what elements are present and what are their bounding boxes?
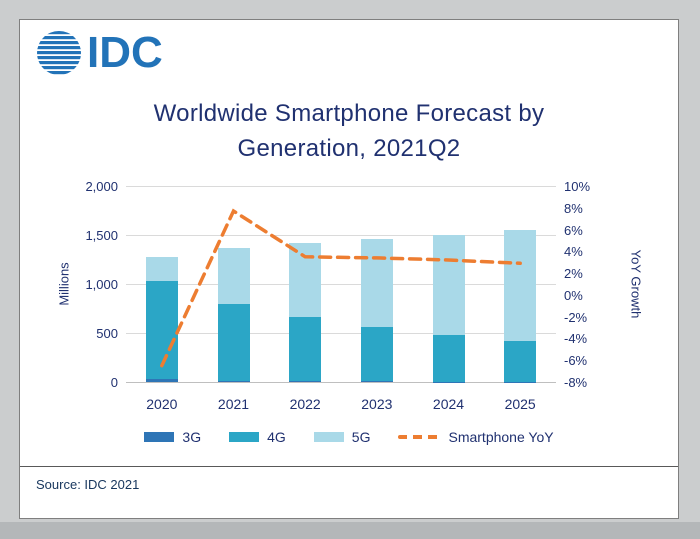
chart-title-line2: Generation, 2021Q2	[237, 135, 461, 162]
bar-5g-2020	[145, 256, 178, 282]
bar-4g-2021	[217, 303, 250, 381]
legend-item-3g: 3G	[144, 429, 201, 445]
left-axis-tick: 1,000	[85, 277, 118, 292]
x-axis-label-2020: 2020	[146, 396, 178, 412]
gridline	[126, 235, 556, 236]
left-axis-tick: 2,000	[85, 179, 118, 194]
right-axis-tick: 0%	[564, 287, 583, 303]
right-axis-title: YoY Growth	[628, 249, 644, 319]
bar-3g-2023	[360, 381, 393, 382]
bar-5g-2025	[504, 230, 537, 342]
legend-label: 3G	[182, 429, 202, 445]
legend-label: 4G	[267, 429, 286, 445]
right-axis-tick: -8%	[564, 375, 588, 390]
chart-title-line1: Worldwide Smartphone Forecast by	[153, 100, 545, 127]
bar-3g-2021	[217, 380, 250, 382]
bar-4g-2022	[289, 317, 322, 381]
x-axis-label-2024: 2024	[432, 396, 465, 412]
yoy-line-layer	[160, 208, 522, 368]
right-axis-tick: -6%	[564, 353, 588, 369]
idc-logo: IDC	[36, 30, 678, 76]
left-axis-tick: 0	[110, 375, 118, 390]
bar-4g-2023	[360, 327, 393, 382]
chart-legend: 3G 4G 5G Smartphone YoY	[20, 428, 678, 446]
plot-area	[126, 186, 556, 383]
bar-4g-2025	[504, 341, 537, 382]
gridline	[126, 333, 556, 334]
divider-line	[20, 466, 678, 467]
x-axis-label-2025: 2025	[504, 396, 536, 412]
bar-3g-2022	[289, 381, 322, 382]
legend-swatch-icon	[144, 432, 175, 442]
bar-4g-2024	[432, 335, 465, 382]
legend-item-smartphone-yoy: Smartphone YoY	[398, 429, 554, 445]
right-axis-tick: 2%	[564, 266, 583, 282]
right-axis-tick: 10%	[564, 179, 591, 194]
legend-swatch-icon	[229, 432, 260, 442]
x-axis-label-2021: 2021	[217, 396, 250, 412]
left-axis-tick: 500	[96, 326, 118, 341]
chart-title: Worldwide Smartphone Forecast by Generat…	[20, 96, 678, 166]
background-bottom-strip	[0, 522, 700, 539]
x-axis-label-2022: 2022	[289, 396, 321, 412]
bar-5g-2024	[432, 235, 465, 336]
legend-label: Smartphone YoY	[448, 429, 554, 445]
x-axis-baseline	[126, 382, 556, 383]
left-axis-tick: 1,500	[85, 228, 118, 243]
right-axis-tick: 8%	[564, 200, 583, 216]
bar-5g-2021	[217, 247, 250, 304]
chart-card: IDC Worldwide Smartphone Forecast by Gen…	[19, 19, 679, 519]
gridline	[126, 186, 556, 187]
legend-item-5g: 5G	[313, 429, 371, 445]
idc-logo-text: IDC	[87, 28, 163, 77]
bar-3g-2020	[145, 379, 178, 382]
x-axis-label-2023: 2023	[361, 396, 393, 412]
legend-swatch-icon	[313, 432, 344, 442]
smartphone-yoy-line	[160, 208, 522, 368]
idc-globe-icon	[37, 31, 81, 75]
right-axis-tick: 4%	[564, 244, 583, 260]
legend-label: 5G	[351, 429, 371, 445]
chart-area: Millions YoY Growth 2,000 1,500 1,000 500 0 1…	[20, 166, 678, 416]
right-axis-tick: -4%	[564, 331, 588, 347]
right-axis-tick: -2%	[564, 309, 588, 325]
legend-dashed-line-icon	[398, 435, 441, 439]
right-axis-tick: 6%	[564, 222, 583, 238]
source-note: Source: IDC 2021	[36, 477, 140, 492]
bar-5g-2023	[360, 238, 393, 327]
legend-item-4g: 4G	[229, 429, 286, 445]
gridline	[126, 284, 556, 285]
